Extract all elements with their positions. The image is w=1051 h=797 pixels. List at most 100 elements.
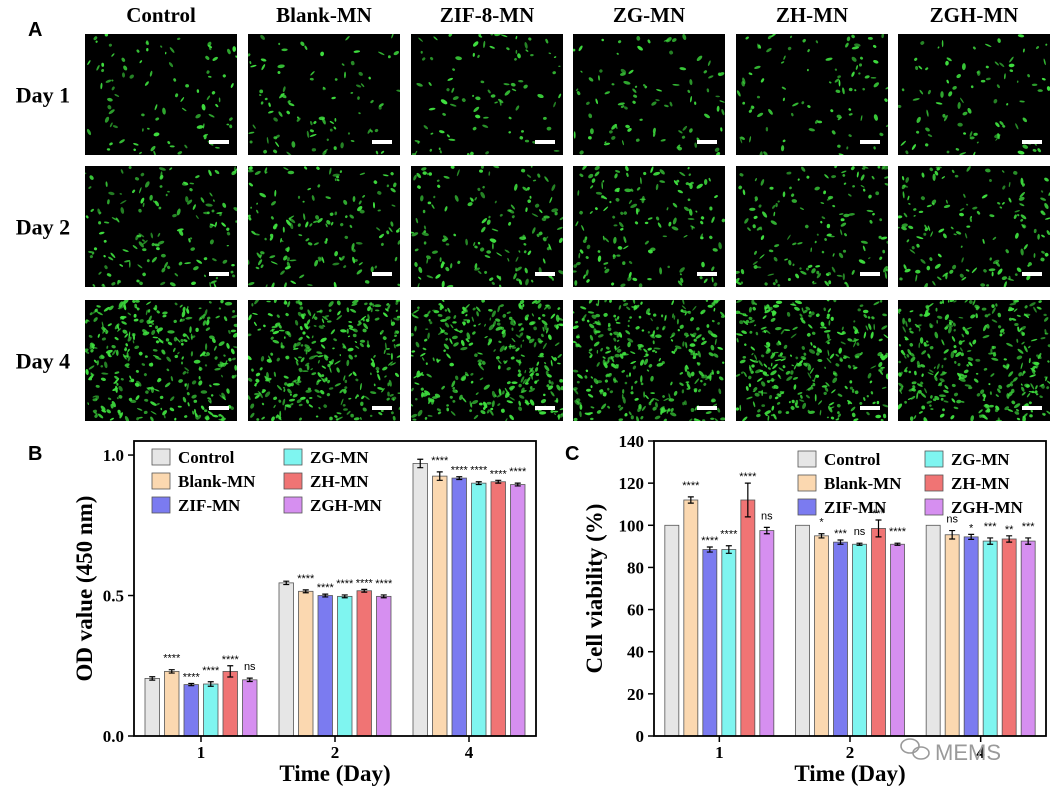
- micrograph-background: [248, 34, 400, 155]
- fluorescent-cell: [650, 375, 654, 382]
- fluorescent-cell: [714, 338, 717, 345]
- fluorescent-cell: [837, 413, 841, 418]
- fluorescent-cell: [385, 308, 389, 312]
- fluorescent-cell: [625, 124, 630, 129]
- fluorescent-cell: [901, 176, 905, 181]
- fluorescent-cell: [508, 209, 515, 214]
- fluorescent-cell: [777, 200, 780, 203]
- fluorescent-cell: [904, 369, 908, 373]
- fluorescent-cell: [834, 78, 840, 83]
- fluorescent-cell: [114, 337, 119, 341]
- fluorescent-cell: [1016, 80, 1019, 83]
- fluorescent-cell: [682, 310, 687, 314]
- fluorescent-cell: [823, 190, 827, 195]
- fluorescent-cell: [527, 199, 532, 204]
- fluorescent-cell: [287, 170, 295, 175]
- fluorescent-cell: [266, 300, 271, 303]
- fluorescent-cell: [413, 174, 417, 181]
- fluorescent-cell: [853, 418, 859, 421]
- fluorescent-cell: [350, 140, 355, 142]
- fluorescent-cell: [169, 396, 175, 402]
- micrograph-control-day-1: [85, 34, 237, 155]
- fluorescent-cell: [617, 246, 623, 250]
- fluorescent-cell: [676, 144, 681, 149]
- fluorescent-cell: [1021, 391, 1026, 396]
- fluorescent-cell: [132, 189, 136, 194]
- fluorescent-cell: [1018, 196, 1025, 201]
- fluorescent-cell: [350, 92, 354, 94]
- fluorescent-cell: [616, 188, 620, 193]
- fluorescent-cell: [676, 179, 680, 183]
- fluorescent-cell: [906, 239, 910, 243]
- fluorescent-cell: [189, 188, 193, 192]
- fluorescent-cell: [252, 312, 258, 315]
- fluorescent-cell: [764, 282, 768, 286]
- fluorescent-cell: [285, 355, 289, 360]
- fluorescent-cell: [298, 234, 303, 237]
- fluorescent-cell: [355, 241, 363, 245]
- fluorescent-cell: [916, 243, 920, 248]
- fluorescent-cell: [960, 97, 964, 104]
- fluorescent-cell: [322, 324, 326, 327]
- fluorescent-cell: [613, 331, 620, 336]
- fluorescent-cell: [138, 351, 143, 356]
- fluorescent-cell: [368, 76, 371, 80]
- fluorescent-cell: [952, 322, 956, 327]
- fluorescent-cell: [535, 372, 540, 377]
- fluorescent-cell: [430, 132, 434, 135]
- fluorescent-cell: [1032, 148, 1037, 152]
- fluorescent-cell: [681, 305, 686, 310]
- fluorescent-cell: [932, 173, 936, 181]
- fluorescent-cell: [628, 271, 632, 278]
- fluorescent-cell: [377, 373, 381, 381]
- scale-bar: [1022, 140, 1042, 144]
- fluorescent-cell: [387, 382, 390, 387]
- fluorescent-cell: [955, 148, 960, 151]
- fluorescent-cell: [1014, 273, 1018, 276]
- fluorescent-cell: [718, 300, 721, 302]
- fluorescent-cell: [509, 396, 515, 401]
- fluorescent-cell: [293, 347, 299, 350]
- cell-viability-chart: Cell viability (%)Time (Day)020406080100…: [582, 432, 1047, 786]
- fluorescent-cell: [853, 320, 856, 323]
- fluorescent-cell: [444, 332, 449, 335]
- fluorescent-cell: [1019, 100, 1025, 103]
- fluorescent-cell: [943, 400, 949, 403]
- fluorescent-cell: [184, 415, 188, 418]
- fluorescent-cell: [898, 104, 902, 108]
- fluorescent-cell: [539, 411, 547, 415]
- fluorescent-cell: [88, 334, 93, 338]
- fluorescent-cell: [827, 405, 833, 413]
- fluorescent-cell: [446, 407, 450, 412]
- fluorescent-cell: [613, 224, 618, 227]
- fluorescent-cell: [428, 172, 433, 176]
- fluorescent-cell: [101, 409, 107, 413]
- fluorescent-cell: [940, 371, 947, 376]
- fluorescent-cell: [858, 259, 866, 264]
- fluorescent-cell: [139, 319, 144, 323]
- fluorescent-cell: [928, 302, 934, 308]
- fluorescent-cell: [1043, 413, 1046, 416]
- fluorescent-cell: [880, 236, 888, 240]
- fluorescent-cell: [862, 309, 869, 314]
- scale-bar: [372, 140, 392, 144]
- fluorescent-cell: [817, 358, 823, 363]
- fluorescent-cell: [687, 310, 692, 315]
- fluorescent-cell: [643, 391, 645, 398]
- fluorescent-cell: [327, 320, 332, 323]
- fluorescent-cell: [499, 284, 502, 287]
- fluorescent-cell: [709, 375, 712, 381]
- fluorescent-cell: [455, 375, 459, 380]
- fluorescent-cell: [355, 84, 362, 88]
- fluorescent-cell: [152, 200, 158, 205]
- scale-bar: [860, 406, 880, 410]
- fluorescent-cell: [142, 248, 147, 252]
- fluorescent-cell: [753, 265, 758, 269]
- fluorescent-cell: [597, 334, 604, 338]
- fluorescent-cell: [757, 409, 761, 413]
- fluorescent-cell: [834, 68, 838, 71]
- micrograph-background: [736, 34, 888, 155]
- fluorescent-cell: [206, 319, 210, 326]
- fluorescent-cell: [648, 363, 653, 368]
- fluorescent-cell: [1035, 46, 1040, 50]
